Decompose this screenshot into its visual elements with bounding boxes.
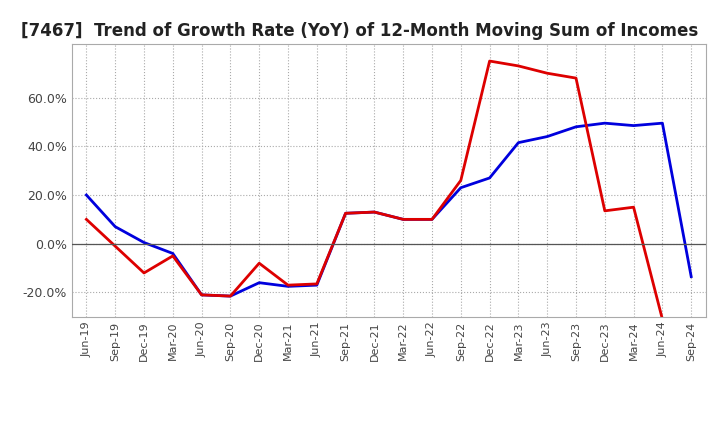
Ordinary Income Growth Rate	[255, 280, 264, 285]
Ordinary Income Growth Rate	[82, 192, 91, 198]
Net Income Growth Rate	[572, 76, 580, 81]
Text: [7467]  Trend of Growth Rate (YoY) of 12-Month Moving Sum of Incomes: [7467] Trend of Growth Rate (YoY) of 12-…	[22, 22, 698, 40]
Net Income Growth Rate	[629, 205, 638, 210]
Ordinary Income Growth Rate	[514, 140, 523, 145]
Ordinary Income Growth Rate	[600, 121, 609, 126]
Net Income Growth Rate	[485, 59, 494, 64]
Ordinary Income Growth Rate	[284, 284, 292, 289]
Net Income Growth Rate	[168, 253, 177, 259]
Ordinary Income Growth Rate	[658, 121, 667, 126]
Net Income Growth Rate	[514, 63, 523, 69]
Ordinary Income Growth Rate	[687, 274, 696, 279]
Ordinary Income Growth Rate	[629, 123, 638, 128]
Net Income Growth Rate	[341, 211, 350, 216]
Ordinary Income Growth Rate	[456, 185, 465, 191]
Ordinary Income Growth Rate	[370, 209, 379, 215]
Ordinary Income Growth Rate	[140, 240, 148, 245]
Ordinary Income Growth Rate	[485, 175, 494, 180]
Net Income Growth Rate	[284, 282, 292, 288]
Net Income Growth Rate	[197, 292, 206, 297]
Net Income Growth Rate	[370, 209, 379, 215]
Net Income Growth Rate	[543, 70, 552, 76]
Net Income Growth Rate	[111, 243, 120, 249]
Ordinary Income Growth Rate	[399, 217, 408, 222]
Line: Net Income Growth Rate: Net Income Growth Rate	[86, 61, 662, 319]
Net Income Growth Rate	[428, 217, 436, 222]
Ordinary Income Growth Rate	[428, 217, 436, 222]
Ordinary Income Growth Rate	[341, 211, 350, 216]
Net Income Growth Rate	[456, 178, 465, 183]
Ordinary Income Growth Rate	[543, 134, 552, 139]
Net Income Growth Rate	[255, 260, 264, 266]
Ordinary Income Growth Rate	[168, 251, 177, 256]
Ordinary Income Growth Rate	[312, 282, 321, 288]
Net Income Growth Rate	[399, 217, 408, 222]
Ordinary Income Growth Rate	[197, 292, 206, 297]
Line: Ordinary Income Growth Rate: Ordinary Income Growth Rate	[86, 123, 691, 296]
Ordinary Income Growth Rate	[111, 224, 120, 229]
Net Income Growth Rate	[658, 317, 667, 322]
Net Income Growth Rate	[312, 281, 321, 286]
Net Income Growth Rate	[140, 270, 148, 275]
Net Income Growth Rate	[82, 217, 91, 222]
Ordinary Income Growth Rate	[226, 293, 235, 299]
Ordinary Income Growth Rate	[572, 124, 580, 129]
Net Income Growth Rate	[600, 208, 609, 213]
Net Income Growth Rate	[226, 293, 235, 299]
